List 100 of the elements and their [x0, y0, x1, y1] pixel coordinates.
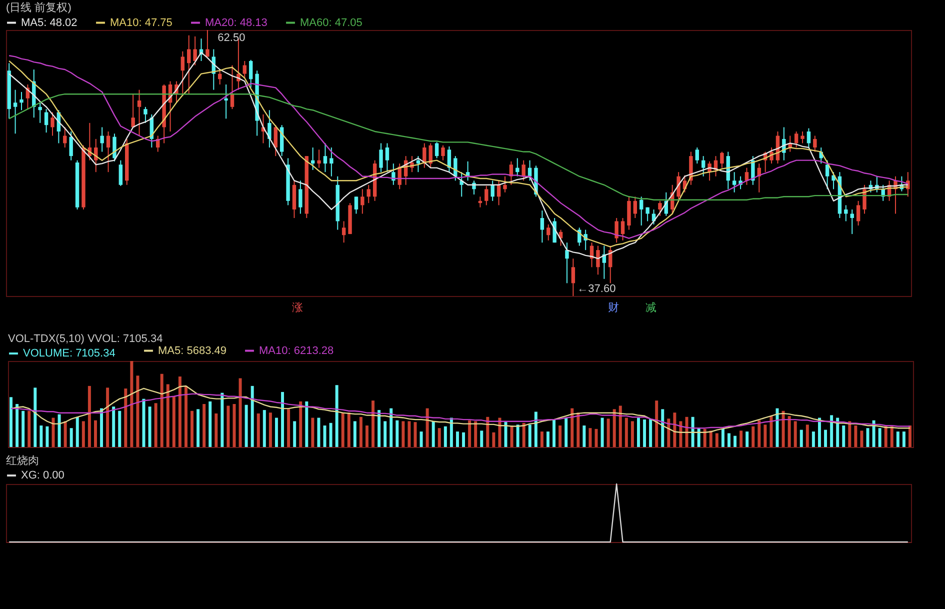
candlestick: [137, 89, 142, 136]
bar: [154, 403, 158, 447]
text: MA5: 48.02: [21, 16, 78, 29]
bar: [299, 401, 302, 447]
bar: [492, 432, 496, 447]
bar: [606, 418, 610, 447]
candlestick: [565, 242, 569, 284]
candlestick: [676, 172, 680, 202]
bar: [341, 412, 344, 447]
bar: [94, 420, 97, 447]
candlestick: [447, 146, 452, 173]
bar: [643, 419, 646, 447]
bar: [721, 428, 724, 447]
bar: [806, 424, 809, 447]
bar: [16, 404, 19, 447]
bar: [58, 414, 61, 447]
bar: [564, 418, 568, 447]
candlestick: [640, 196, 644, 226]
bar: [172, 396, 176, 447]
bar: [365, 426, 368, 447]
candlestick: [503, 176, 507, 193]
bar: [582, 426, 586, 447]
bar: [727, 433, 730, 447]
bar: [262, 410, 266, 447]
bar: [830, 415, 834, 447]
bar: [450, 418, 453, 447]
bar: [546, 432, 550, 447]
bar: [426, 408, 429, 447]
bar: [64, 421, 67, 447]
candlestick: [428, 142, 432, 168]
bar: [636, 418, 640, 447]
bar: [836, 418, 840, 447]
bar: [872, 420, 876, 447]
legend-label: MA10: 47.75: [110, 16, 172, 29]
candlestick: [794, 130, 798, 148]
text: 减: [645, 301, 656, 314]
bar: [624, 418, 628, 447]
bar: [480, 430, 484, 447]
bar: [390, 408, 393, 447]
bar: [293, 421, 296, 447]
bar: [516, 424, 520, 447]
candlestick: [460, 172, 464, 198]
legend-label: MA60: 47.05: [300, 16, 362, 29]
legend-label: MA5: 5683.49: [158, 344, 226, 357]
bar: [703, 428, 706, 447]
candlestick: [298, 180, 302, 214]
bar: [456, 432, 459, 447]
candlestick: [646, 206, 650, 222]
candlestick: [379, 142, 383, 173]
bar: [196, 409, 200, 447]
bar: [184, 386, 188, 447]
bar: [34, 388, 37, 447]
bar: [420, 432, 423, 447]
bar: [244, 404, 248, 447]
bar: [734, 436, 737, 447]
text: 财: [608, 301, 620, 314]
bar: [878, 428, 882, 447]
bar: [444, 426, 447, 447]
bar: [226, 406, 230, 447]
bar: [136, 376, 140, 447]
bar: [22, 410, 25, 447]
bar: [214, 413, 218, 447]
bar: [281, 392, 284, 447]
candlestick: [862, 184, 866, 214]
bar: [818, 418, 821, 447]
bar: [76, 416, 79, 447]
bar: [679, 421, 682, 447]
bar: [220, 392, 224, 447]
candlestick: [69, 130, 73, 161]
candlestick: [806, 128, 811, 148]
bar: [812, 432, 815, 447]
candlestick: [800, 130, 804, 144]
annotation: 62.50: [218, 32, 246, 44]
bar: [842, 426, 846, 447]
legend-label: MA10: 6213.28: [259, 344, 334, 357]
bar: [250, 386, 254, 447]
bar: [709, 430, 712, 447]
bar: [106, 388, 110, 447]
bar: [764, 424, 767, 447]
bar: [794, 421, 797, 447]
bar: [46, 426, 49, 447]
bar: [462, 432, 466, 447]
candlestick: [695, 147, 700, 164]
bar: [372, 400, 375, 447]
bar: [528, 424, 532, 447]
bar: [148, 406, 152, 447]
candlestick: [44, 108, 48, 134]
candlestick: [242, 60, 247, 79]
bar: [166, 384, 170, 447]
candlestick: [112, 133, 116, 162]
bar: [740, 430, 743, 447]
candlestick: [732, 172, 736, 193]
bar: [673, 412, 676, 447]
bar: [486, 416, 490, 447]
candlestick: [100, 126, 104, 152]
bar: [274, 418, 278, 447]
candlestick: [118, 160, 123, 186]
candlestick: [441, 144, 445, 161]
candlestick: [571, 258, 576, 296]
candlestick: [844, 204, 848, 222]
